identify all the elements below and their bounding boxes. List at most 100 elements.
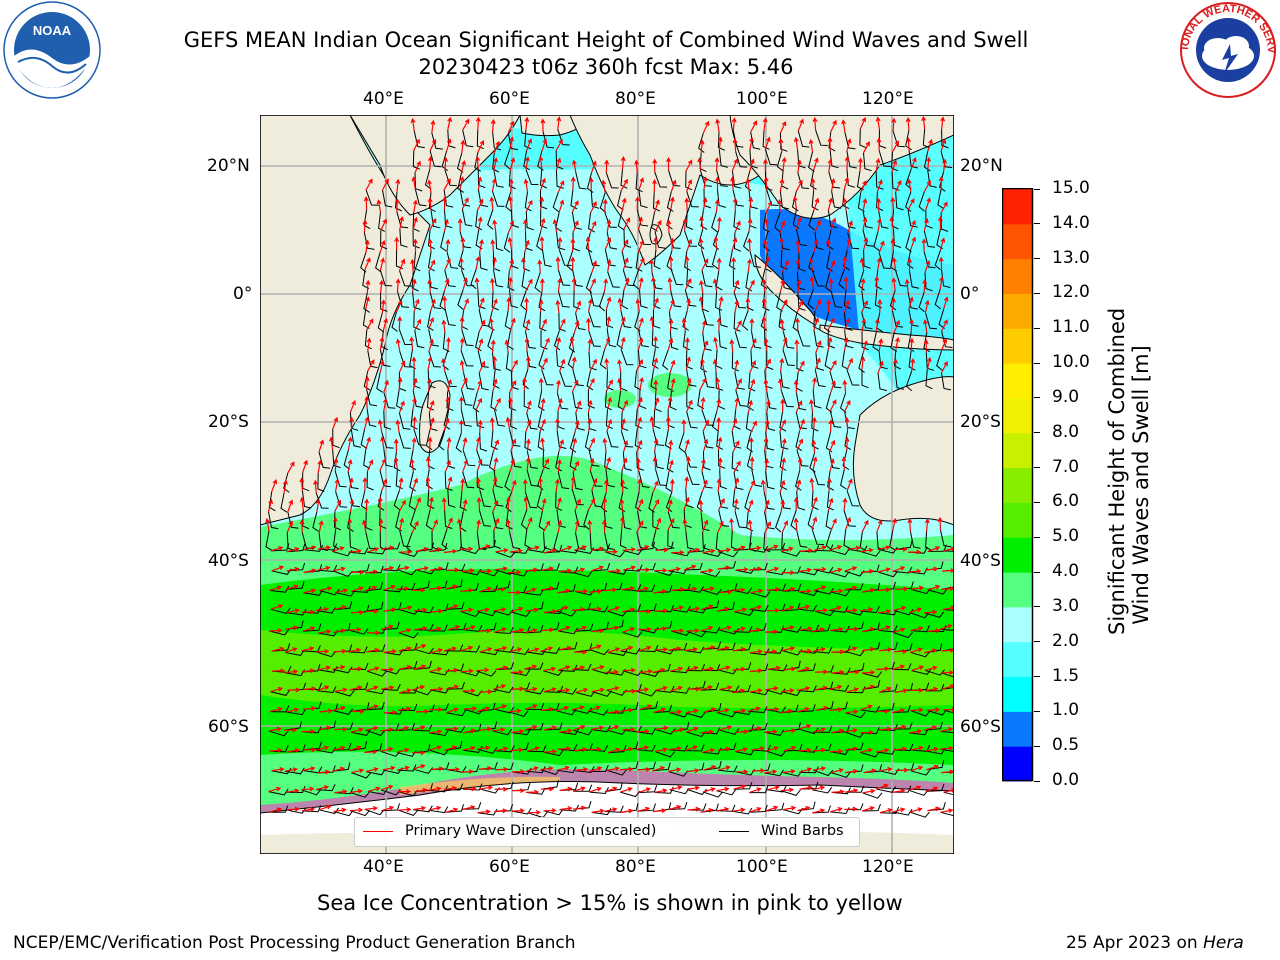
wave-direction-arrow <box>504 339 510 353</box>
wave-direction-arrow <box>733 708 747 714</box>
wave-direction-arrow <box>525 789 540 795</box>
wave-direction-arrow <box>942 605 954 611</box>
wave-direction-arrow <box>430 298 436 312</box>
wind-barb <box>493 170 504 188</box>
wave-direction-arrow <box>876 748 890 753</box>
wave-direction-arrow <box>574 420 580 433</box>
wave-direction-arrow <box>523 496 529 510</box>
wave-direction-arrow <box>733 626 746 633</box>
wind-barb <box>335 590 356 597</box>
wind-barb <box>734 748 756 756</box>
wave-direction-arrow <box>524 297 530 311</box>
wave-direction-arrow <box>718 296 724 310</box>
wave-direction-arrow <box>926 764 939 771</box>
wave-direction-arrow <box>557 665 571 672</box>
wind-barb <box>586 370 594 391</box>
wind-barb <box>606 232 618 250</box>
wave-direction-arrow <box>827 336 833 351</box>
colorbar-tick-mark <box>1034 606 1040 608</box>
wave-direction-arrow <box>683 496 690 510</box>
wave-direction-arrow <box>429 547 443 553</box>
wind-barb <box>813 566 834 574</box>
wave-direction-arrow <box>830 217 837 231</box>
wind-barb <box>909 728 929 736</box>
wind-barb <box>429 292 442 310</box>
wave-direction-arrow <box>731 256 737 271</box>
wave-direction-arrow <box>940 745 954 751</box>
wave-direction-arrow <box>845 768 859 774</box>
wind-barb <box>312 511 319 532</box>
wave-direction-arrow <box>493 684 507 690</box>
wave-direction-arrow <box>301 807 316 812</box>
wave-direction-arrow <box>812 377 817 391</box>
wave-direction-arrow <box>477 139 485 153</box>
wave-direction-arrow <box>927 628 941 634</box>
wave-direction-arrow <box>476 496 482 511</box>
wind-barb <box>813 725 833 733</box>
wind-barb <box>552 191 559 213</box>
wave-direction-arrow <box>941 338 948 351</box>
wave-direction-arrow <box>653 236 659 251</box>
wind-barb <box>472 392 480 413</box>
wave-direction-arrow <box>604 237 612 250</box>
wave-direction-arrow <box>556 687 571 693</box>
wind-barb <box>840 469 847 490</box>
wave-direction-arrow <box>795 400 803 413</box>
wave-direction-arrow <box>844 317 851 331</box>
wind-barb <box>333 809 354 817</box>
wave-direction-arrow <box>349 745 362 752</box>
wind-barb <box>332 742 352 751</box>
wave-direction-arrow <box>808 138 814 152</box>
wave-direction-arrow <box>430 648 443 654</box>
wave-direction-arrow <box>654 397 660 411</box>
colorbar-segment <box>1003 258 1032 294</box>
wind-barb <box>479 584 499 593</box>
wave-direction-arrow <box>649 259 655 273</box>
wave-direction-arrow <box>444 548 458 554</box>
wind-barb <box>878 723 898 731</box>
wave-direction-arrow <box>572 725 586 731</box>
wave-direction-arrow <box>669 478 675 493</box>
wave-direction-arrow <box>891 297 896 311</box>
wind-barb <box>598 291 606 312</box>
wave-direction-arrow <box>493 140 500 154</box>
wind-barb <box>844 583 864 591</box>
australia <box>852 376 954 526</box>
wind-barb <box>667 511 680 529</box>
wave-direction-arrow <box>412 587 426 593</box>
wave-direction-arrow <box>937 516 943 531</box>
wave-direction-arrow <box>910 745 924 751</box>
wave-direction-arrow <box>526 647 540 653</box>
wind-barb <box>383 449 393 468</box>
wind-barb <box>459 231 472 249</box>
wave-direction-arrow <box>365 767 379 773</box>
wave-direction-arrow <box>524 587 537 594</box>
wind-barb <box>572 232 580 252</box>
wind-barb <box>575 172 587 190</box>
wave-direction-arrow <box>329 436 334 450</box>
wave-direction-arrow <box>654 647 669 652</box>
wave-direction-arrow <box>399 605 413 611</box>
wave-direction-arrow <box>699 279 704 293</box>
wind-barb <box>525 787 546 795</box>
wave-direction-arrow <box>332 628 346 634</box>
wave-direction-arrow <box>635 457 641 472</box>
wind-barb <box>790 510 797 531</box>
wind-barb <box>860 550 881 557</box>
wave-direction-arrow <box>844 416 850 431</box>
wind-barb <box>349 791 370 798</box>
wave-direction-arrow <box>908 549 922 555</box>
wind-barb <box>620 469 628 490</box>
wind-barb <box>604 211 617 228</box>
wind-barb <box>762 130 770 150</box>
wave-direction-arrow <box>349 685 363 691</box>
wave-direction-arrow <box>430 119 436 133</box>
wave-direction-arrow <box>845 788 859 794</box>
wind-barb <box>397 764 417 772</box>
wave-direction-arrow <box>364 375 370 390</box>
wave-direction-arrow <box>831 728 845 734</box>
wind-barb <box>265 530 273 551</box>
wave-direction-arrow <box>764 729 778 735</box>
wind-barb <box>555 451 562 472</box>
wind-barb <box>941 269 951 288</box>
